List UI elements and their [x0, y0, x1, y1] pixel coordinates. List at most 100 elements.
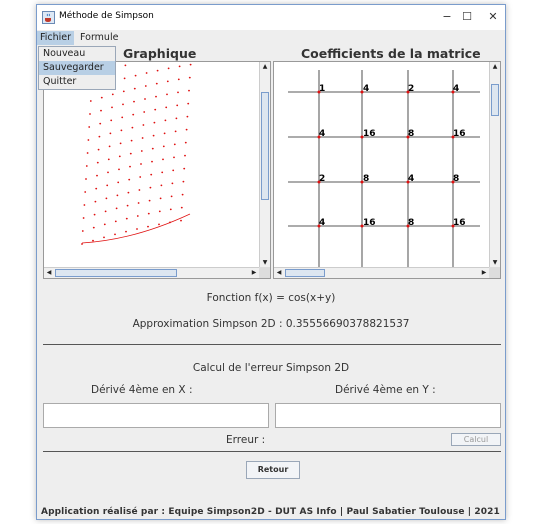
matrix-hscroll-thumb[interactable]	[285, 269, 325, 277]
graph-point	[183, 167, 186, 170]
derive-x-input[interactable]	[43, 403, 269, 428]
scroll-left-arrow-icon[interactable]: ◀	[46, 269, 52, 276]
app-window: Méthode de Simpson − ☐ ✕ Fichier Formule…	[36, 4, 506, 520]
graph-point	[137, 202, 140, 204]
graph-point	[177, 91, 179, 94]
matrix-horizontal-scrollbar[interactable]: ◀ ▶	[274, 267, 489, 278]
graph-point	[124, 64, 127, 67]
graph-title: Graphique	[123, 46, 197, 61]
menu-item-quitter[interactable]: Quitter	[43, 76, 77, 87]
matrix-cell: 4	[319, 129, 325, 139]
scroll-left-arrow-icon[interactable]: ◀	[276, 269, 282, 276]
graph-vscroll-thumb[interactable]	[261, 92, 269, 200]
graph-point	[121, 116, 124, 119]
maximize-button[interactable]: ☐	[462, 10, 472, 23]
close-button[interactable]: ✕	[488, 10, 498, 23]
graph-point	[182, 180, 185, 183]
minimize-button[interactable]: −	[442, 10, 452, 23]
matrix-cell: 1	[319, 84, 325, 94]
graph-vertical-scrollbar[interactable]: ▲ ▼	[259, 62, 270, 268]
graph-point	[92, 226, 95, 229]
java-cup-icon	[42, 11, 55, 24]
graph-point	[140, 150, 143, 152]
graph-point	[118, 168, 120, 171]
matrix-cell: 2	[319, 174, 325, 184]
graph-point	[95, 187, 98, 190]
graph-point	[100, 96, 103, 99]
derive-y-input[interactable]	[275, 403, 501, 428]
scroll-down-arrow-icon[interactable]: ▼	[262, 259, 268, 266]
fichier-dropdown: Nouveau Sauvegarder Quitter	[38, 46, 116, 90]
graph-point	[171, 182, 174, 185]
graph-point	[122, 90, 125, 93]
graph-point	[82, 217, 85, 219]
graph-hscroll-thumb[interactable]	[55, 269, 177, 277]
error-section-title: Calcul de l'erreur Simpson 2D	[192, 362, 350, 374]
graph-point	[138, 189, 141, 191]
menu-fichier[interactable]: Fichier	[37, 31, 75, 45]
graph-point	[184, 154, 186, 157]
graph-point	[103, 223, 106, 226]
menu-item-nouveau[interactable]: Nouveau	[43, 48, 86, 59]
graph-point	[158, 210, 161, 213]
graph-point	[166, 80, 169, 83]
graph-point	[165, 106, 168, 109]
matrix-vertical-scrollbar[interactable]: ▲ ▼	[489, 62, 500, 268]
graph-point	[162, 158, 164, 161]
graph-point	[154, 108, 157, 111]
graph-point	[109, 132, 112, 135]
graph-point	[172, 169, 175, 172]
graph-point	[155, 82, 158, 85]
retour-button[interactable]: Retour	[246, 461, 300, 479]
graph-point	[136, 228, 138, 230]
graph-point	[88, 126, 91, 128]
matrix-cell: 8	[453, 174, 459, 184]
graph-point	[159, 197, 162, 200]
graph-point	[89, 100, 92, 102]
graph-point	[180, 219, 182, 222]
menu-formule[interactable]: Formule	[80, 32, 119, 43]
graph-point	[100, 109, 102, 112]
graph-point	[166, 93, 168, 96]
graph-point	[129, 152, 132, 155]
graph-point	[156, 69, 159, 72]
matrix-cell: 16	[363, 129, 376, 139]
scroll-right-arrow-icon[interactable]: ▶	[481, 269, 487, 276]
matrix-title: Coefficients de la matrice	[301, 46, 481, 61]
graph-point	[116, 194, 119, 197]
scroll-corner	[489, 267, 500, 278]
graph-point	[125, 217, 128, 220]
graph-point	[177, 78, 180, 81]
graph-point	[127, 191, 130, 194]
graph-point	[178, 65, 181, 68]
graph-point	[180, 206, 183, 209]
menu-item-sauvegarder[interactable]: Sauvegarder	[39, 61, 115, 75]
graph-point	[107, 171, 109, 174]
scroll-up-arrow-icon[interactable]: ▲	[492, 63, 498, 70]
graph-point	[173, 156, 175, 159]
graph-point	[84, 191, 87, 193]
graph-point	[123, 77, 126, 80]
graph-point	[149, 186, 152, 189]
scroll-up-arrow-icon[interactable]: ▲	[262, 63, 268, 70]
graph-point	[129, 165, 131, 168]
scroll-down-arrow-icon[interactable]: ▼	[492, 259, 498, 266]
matrix-vscroll-thumb[interactable]	[491, 84, 499, 116]
graph-point	[128, 178, 131, 181]
separator	[43, 344, 501, 345]
function-text: Fonction f(x) = cos(x+y)	[206, 292, 336, 304]
graph-point	[133, 100, 135, 103]
separator	[43, 451, 501, 452]
graph-point	[142, 124, 145, 126]
graph-point	[125, 230, 127, 233]
graph-point	[189, 63, 192, 66]
matrix-cell: 8	[363, 174, 369, 184]
graph-point	[158, 223, 160, 226]
graph-point	[144, 85, 147, 87]
calcul-button[interactable]: Calcul	[451, 433, 501, 446]
graph-point	[163, 132, 166, 135]
graph-point	[140, 163, 142, 165]
scroll-right-arrow-icon[interactable]: ▶	[251, 269, 257, 276]
matrix-cell: 4	[453, 84, 459, 94]
graph-horizontal-scrollbar[interactable]: ◀ ▶	[44, 267, 259, 278]
